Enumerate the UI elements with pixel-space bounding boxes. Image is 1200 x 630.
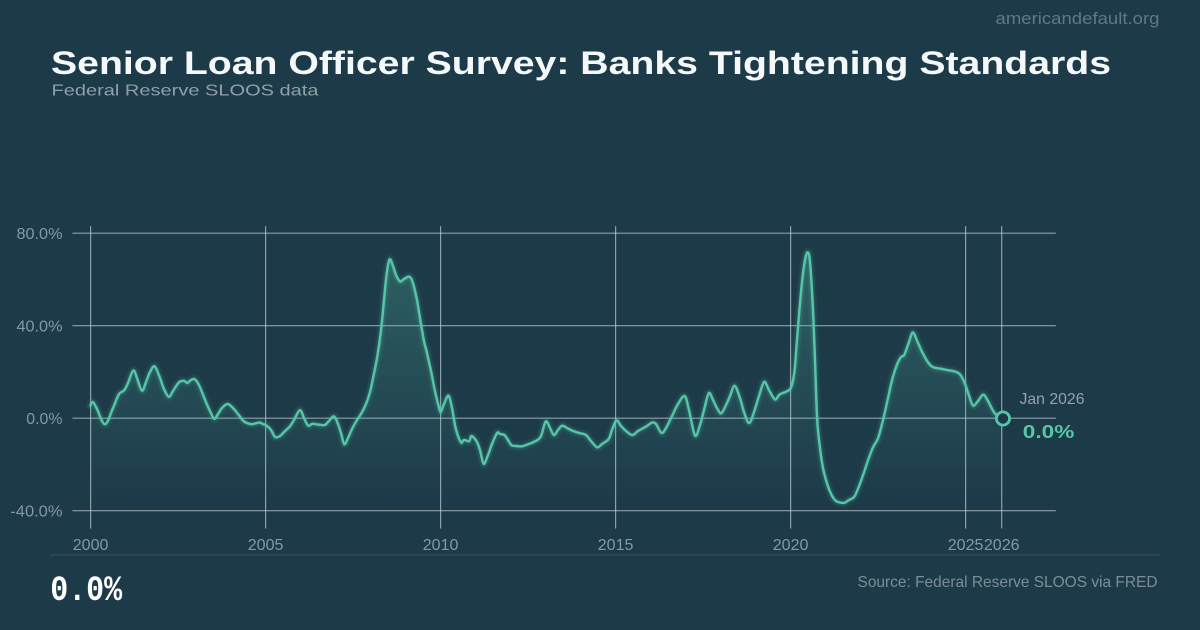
svg-text:2015: 2015 bbox=[598, 537, 634, 554]
svg-text:2010: 2010 bbox=[423, 537, 459, 554]
svg-text:0.0%: 0.0% bbox=[50, 571, 122, 611]
svg-text:2025: 2025 bbox=[948, 537, 984, 554]
svg-text:Source: Federal Reserve SLOOS: Source: Federal Reserve SLOOS via FRED bbox=[858, 574, 1158, 591]
svg-text:2020: 2020 bbox=[773, 537, 809, 554]
svg-text:2000: 2000 bbox=[73, 537, 109, 554]
svg-text:Federal Reserve SLOOS data: Federal Reserve SLOOS data bbox=[52, 83, 319, 100]
svg-text:Senior Loan Officer Survey: Ba: Senior Loan Officer Survey: Banks Tighte… bbox=[51, 45, 1111, 81]
svg-text:2005: 2005 bbox=[248, 537, 284, 554]
svg-text:0.0%: 0.0% bbox=[1023, 422, 1075, 442]
svg-text:americandefault.org: americandefault.org bbox=[996, 9, 1160, 28]
svg-text:40.0%: 40.0% bbox=[17, 318, 63, 335]
svg-text:80.0%: 80.0% bbox=[17, 226, 63, 243]
svg-text:2026: 2026 bbox=[984, 537, 1020, 554]
svg-text:Jan 2026: Jan 2026 bbox=[1020, 391, 1085, 408]
svg-text:-40.0%: -40.0% bbox=[10, 503, 62, 520]
svg-text:0.0%: 0.0% bbox=[26, 411, 62, 428]
